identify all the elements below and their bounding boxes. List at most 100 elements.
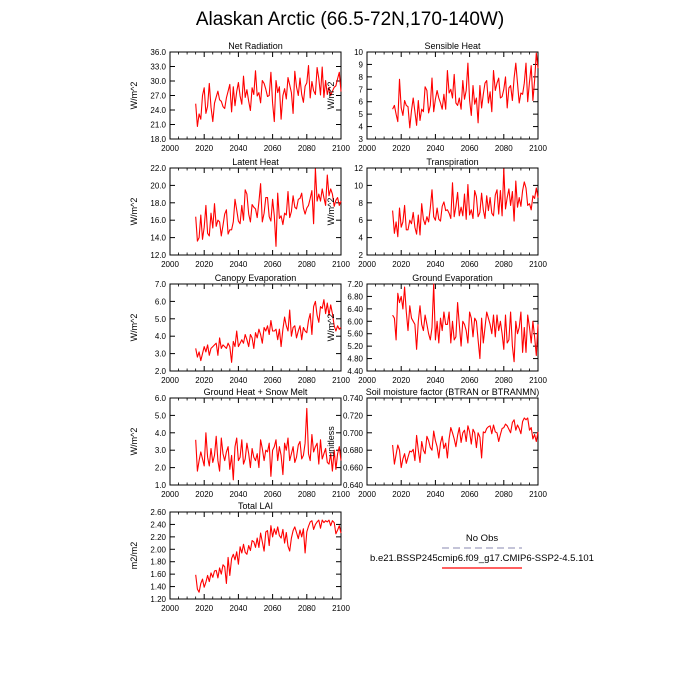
x-tick-label: 2020 [392, 376, 410, 385]
y-tick-label: 4.80 [347, 355, 363, 364]
y-tick-label: 2.60 [150, 508, 166, 517]
x-tick-label: 2000 [358, 144, 376, 153]
y-tick-label: 4.0 [155, 332, 167, 341]
series-line [195, 299, 342, 363]
x-tick-label: 2020 [195, 144, 213, 153]
plot-frame [169, 51, 342, 140]
series-line [195, 407, 342, 481]
y-tick-label: 5.20 [347, 342, 363, 351]
x-tick-label: 2000 [161, 604, 179, 613]
x-tick-label: 2080 [495, 144, 513, 153]
panel-title: Total LAI [238, 501, 273, 511]
panel-title: Ground Heat + Snow Melt [204, 387, 308, 397]
x-tick-label: 2100 [332, 260, 350, 269]
y-tick-label: 3.0 [155, 350, 167, 359]
plot-frame [366, 397, 539, 486]
y-tick-label: 27.0 [150, 92, 166, 101]
y-tick-label: 4 [359, 123, 364, 132]
x-tick-label: 2060 [461, 144, 479, 153]
panel-ground-evaporation: Ground Evaporation W/m^2 2000 2020 2040 2060 2… [326, 273, 547, 385]
x-tick-label: 2040 [230, 604, 248, 613]
x-tick-label: 2020 [392, 260, 410, 269]
y-tick-label: 21.0 [150, 121, 166, 130]
panel-latent-heat: Latent Heat W/m^2 2000 2020 2040 2060 2080 2100… [129, 157, 350, 269]
y-tick-label: 0.680 [343, 446, 364, 455]
y-tick-label: 30.0 [150, 77, 166, 86]
x-tick-label: 2000 [161, 376, 179, 385]
x-tick-label: 2020 [392, 144, 410, 153]
y-axis-label: W/m^2 [129, 198, 139, 226]
y-tick-label: 7.20 [347, 280, 363, 289]
y-tick-label: 3.0 [155, 446, 167, 455]
y-tick-label: 6.0 [155, 297, 167, 306]
x-tick-label: 2100 [332, 376, 350, 385]
y-tick-label: 10 [354, 48, 363, 57]
y-tick-label: 2.0 [155, 367, 167, 376]
y-tick-label: 2.0 [155, 464, 167, 473]
panel-title: Sensible Heat [424, 41, 481, 51]
y-tick-label: 1.0 [155, 481, 167, 490]
series-line [392, 52, 539, 129]
legend-label-no-obs: No Obs [466, 533, 498, 544]
y-tick-label: 12 [354, 164, 363, 173]
x-tick-label: 2080 [298, 144, 316, 153]
y-tick-label: 33.0 [150, 63, 166, 72]
y-tick-label: 9 [359, 60, 364, 69]
x-tick-label: 2040 [230, 260, 248, 269]
y-tick-label: 6.00 [347, 317, 363, 326]
y-tick-label: 5 [359, 110, 364, 119]
series-line [195, 64, 342, 127]
x-tick-label: 2080 [495, 376, 513, 385]
y-tick-label: 20.0 [150, 181, 166, 190]
y-tick-label: 2 [359, 251, 364, 260]
panel-title: Soil moisture factor (BTRAN or BTRANMN) [366, 387, 540, 397]
y-tick-label: 5.0 [155, 411, 167, 420]
x-tick-label: 2020 [195, 604, 213, 613]
legend-label-model-run: b.e21.BSSP245cmip6.f09_g17.CMIP6-SSP2-4.… [370, 553, 594, 564]
x-tick-label: 2100 [332, 604, 350, 613]
x-tick-label: 2060 [264, 144, 282, 153]
y-tick-label: 5.0 [155, 315, 167, 324]
x-tick-label: 2000 [358, 260, 376, 269]
y-axis-label: W/m^2 [129, 428, 139, 456]
y-tick-label: 10 [354, 181, 363, 190]
x-tick-label: 2020 [392, 490, 410, 499]
y-tick-label: 2.40 [150, 520, 166, 529]
x-tick-label: 2000 [358, 376, 376, 385]
x-tick-label: 2080 [495, 260, 513, 269]
x-tick-label: 2080 [298, 604, 316, 613]
y-tick-label: 6.40 [347, 305, 363, 314]
series-line [392, 417, 539, 469]
x-tick-label: 2080 [298, 260, 316, 269]
panel-canopy-evaporation: Canopy Evaporation W/m^2 2000 2020 2040 2060 2… [129, 273, 350, 385]
x-tick-label: 2060 [264, 376, 282, 385]
x-tick-label: 2040 [427, 490, 445, 499]
panel-title: Net Radiation [228, 41, 283, 51]
y-tick-label: 1.20 [150, 595, 166, 604]
panel-ground-heat-snow-melt: Ground Heat + Snow Melt W/m^2 2000 2020 2040… [129, 387, 350, 499]
x-tick-label: 2040 [427, 260, 445, 269]
y-tick-label: 0.640 [343, 481, 364, 490]
y-tick-label: 36.0 [150, 48, 166, 57]
y-tick-label: 2.20 [150, 533, 166, 542]
y-tick-label: 8 [359, 73, 364, 82]
y-tick-label: 6 [359, 216, 364, 225]
y-axis-label: W/m^2 [129, 82, 139, 110]
y-tick-label: 0.700 [343, 429, 364, 438]
x-tick-label: 2040 [230, 376, 248, 385]
x-tick-label: 2000 [161, 490, 179, 499]
x-tick-label: 2060 [461, 376, 479, 385]
x-tick-label: 2100 [529, 490, 547, 499]
y-tick-label: 0.740 [343, 394, 364, 403]
y-tick-label: 5.60 [347, 330, 363, 339]
y-tick-label: 0.660 [343, 464, 364, 473]
y-tick-label: 24.0 [150, 106, 166, 115]
x-tick-label: 2020 [195, 260, 213, 269]
figure-title: Alaskan Arctic (66.5-72N,170-140W) [195, 9, 505, 30]
x-tick-label: 2040 [427, 376, 445, 385]
x-tick-label: 2060 [264, 490, 282, 499]
panel-title: Transpiration [426, 157, 478, 167]
x-tick-label: 2060 [461, 490, 479, 499]
